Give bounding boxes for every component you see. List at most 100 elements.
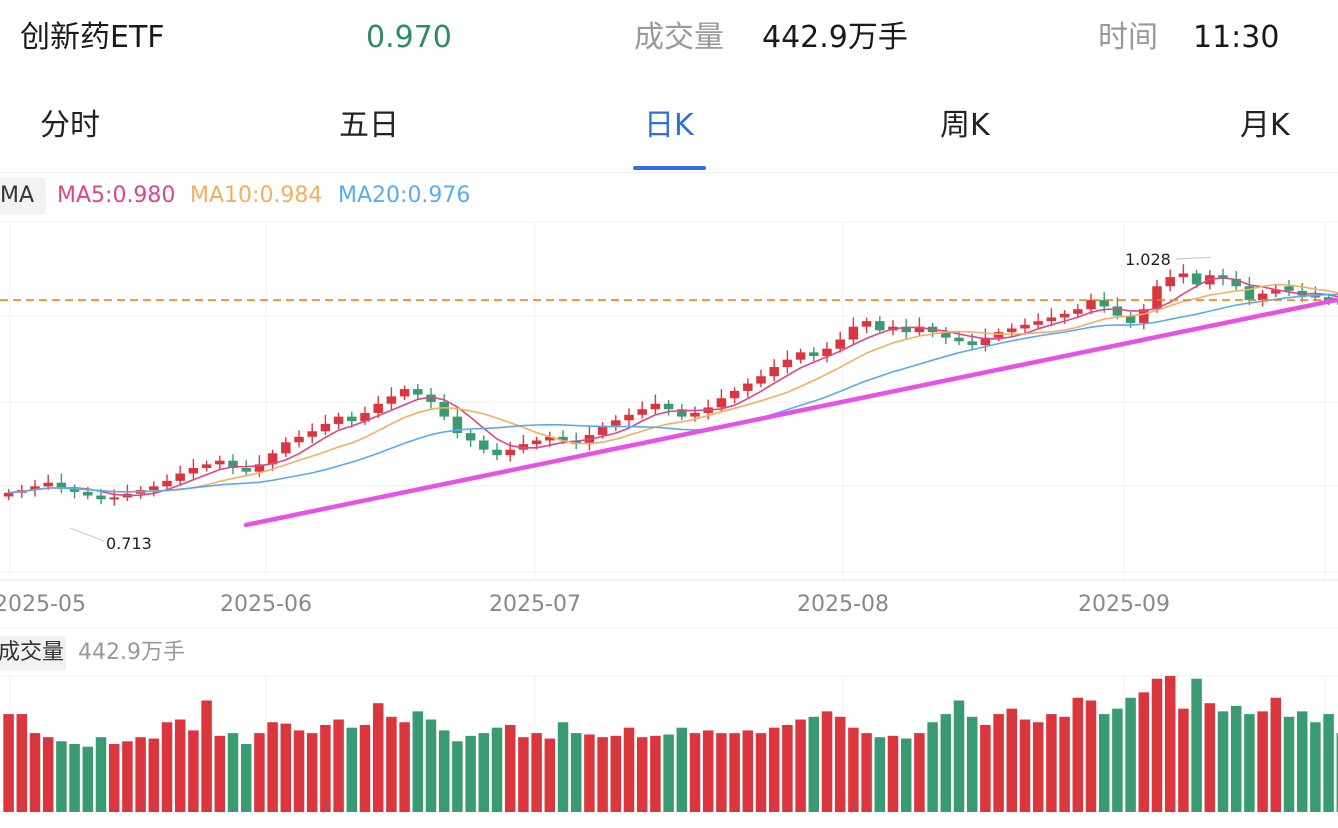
candle bbox=[1231, 271, 1241, 290]
candle-body bbox=[43, 482, 53, 487]
volume-bar bbox=[56, 741, 67, 812]
candle bbox=[56, 473, 67, 494]
volume-bar bbox=[201, 700, 212, 812]
volume-bar bbox=[412, 711, 424, 812]
candle bbox=[782, 350, 793, 374]
volume-bar bbox=[1019, 719, 1031, 812]
candle-body bbox=[465, 433, 476, 441]
support-trendline bbox=[243, 297, 1338, 528]
volume-bar bbox=[1323, 714, 1334, 812]
tab-intraday[interactable]: 分时 bbox=[40, 108, 100, 143]
candle-body bbox=[215, 460, 225, 465]
tab-five-day[interactable]: 五日 bbox=[339, 108, 399, 143]
volume-bar bbox=[108, 744, 120, 812]
candle-body bbox=[545, 436, 555, 441]
volume-bar bbox=[465, 735, 476, 812]
candle-body bbox=[175, 473, 185, 481]
candle bbox=[1046, 308, 1057, 327]
tab-weekly-k[interactable]: 周K bbox=[940, 108, 990, 143]
candle bbox=[663, 400, 674, 416]
current-price: 0.970 bbox=[366, 20, 452, 55]
volume-bar bbox=[122, 741, 133, 812]
ma-tag[interactable]: MA bbox=[0, 178, 46, 214]
candle-body bbox=[782, 359, 793, 368]
candle-body bbox=[1125, 315, 1136, 323]
volume-bar bbox=[3, 714, 14, 812]
candle bbox=[848, 317, 859, 345]
candle-body bbox=[228, 460, 238, 469]
candle-body bbox=[1086, 300, 1096, 310]
tab-monthly-k[interactable]: 月K bbox=[1240, 108, 1290, 143]
volume-tag[interactable]: 成交量 bbox=[0, 636, 66, 670]
time-label: 时间 bbox=[1098, 20, 1158, 55]
volume-bar bbox=[623, 727, 635, 812]
candle bbox=[637, 401, 647, 419]
candle bbox=[135, 486, 146, 499]
candle-body bbox=[1139, 309, 1149, 323]
period-tabs: 分时 五日 日K 周K 月K bbox=[0, 96, 1338, 173]
candle-body bbox=[624, 414, 634, 421]
volume-bar bbox=[557, 722, 569, 812]
candle-body bbox=[254, 464, 265, 472]
candle bbox=[399, 385, 410, 401]
candle-body bbox=[809, 352, 819, 357]
volume-bar bbox=[518, 737, 529, 812]
candle-body bbox=[756, 376, 766, 384]
candle bbox=[307, 423, 317, 444]
candle bbox=[729, 387, 740, 404]
candle-body bbox=[716, 398, 727, 408]
candle-body bbox=[677, 409, 687, 417]
x-tick-label: 2025-05 bbox=[0, 592, 86, 617]
moving-average-lines bbox=[8, 276, 1338, 497]
volume-bar bbox=[834, 716, 846, 812]
candle bbox=[426, 388, 436, 409]
candle-body bbox=[1310, 295, 1321, 298]
candle bbox=[30, 479, 40, 497]
candle-body bbox=[281, 442, 291, 454]
volume-bar bbox=[267, 722, 278, 812]
candle-body bbox=[729, 390, 740, 399]
candle-body bbox=[294, 436, 304, 443]
volume-label: 成交量 bbox=[634, 20, 724, 55]
volume-bar bbox=[848, 727, 859, 812]
candle bbox=[175, 465, 185, 486]
candle-body bbox=[1059, 313, 1070, 318]
candle-body bbox=[769, 367, 779, 377]
candle-body bbox=[875, 321, 885, 331]
candle-body bbox=[320, 423, 331, 432]
volume-bar bbox=[861, 733, 872, 812]
candle-body bbox=[201, 464, 212, 469]
ma5-value: MA5:0.980 bbox=[57, 183, 176, 208]
fund-name: 创新药ETF bbox=[20, 20, 165, 55]
ma20-value: MA20:0.976 bbox=[338, 183, 471, 208]
candle-body bbox=[1323, 297, 1334, 301]
candle bbox=[1178, 264, 1189, 284]
volume-bar bbox=[1257, 711, 1268, 812]
volume-bar bbox=[1112, 708, 1123, 812]
candle-body bbox=[1178, 273, 1189, 278]
volume-bar bbox=[1270, 697, 1282, 812]
candle bbox=[809, 347, 819, 362]
candle-body bbox=[1099, 300, 1109, 307]
quote-header: 创新药ETF 0.970 成交量 442.9万手 时间 11:30 bbox=[0, 0, 1338, 80]
volume-bar bbox=[95, 737, 107, 812]
candle-body bbox=[241, 468, 251, 472]
candle-body bbox=[1033, 321, 1043, 325]
candle bbox=[941, 327, 951, 345]
candle-body bbox=[413, 389, 423, 395]
candle bbox=[650, 394, 661, 415]
volume-bar bbox=[755, 733, 767, 812]
candle bbox=[901, 318, 911, 339]
candle-body bbox=[439, 401, 449, 417]
candle bbox=[320, 414, 331, 435]
volume-bar bbox=[1125, 697, 1136, 812]
volume-bar bbox=[1072, 697, 1084, 812]
candle bbox=[479, 435, 489, 454]
volume-bar bbox=[663, 734, 674, 812]
candle bbox=[875, 316, 885, 334]
candle bbox=[1007, 323, 1017, 338]
candle bbox=[201, 460, 212, 472]
tab-daily-k[interactable]: 日K bbox=[644, 108, 694, 143]
candle bbox=[795, 348, 806, 364]
